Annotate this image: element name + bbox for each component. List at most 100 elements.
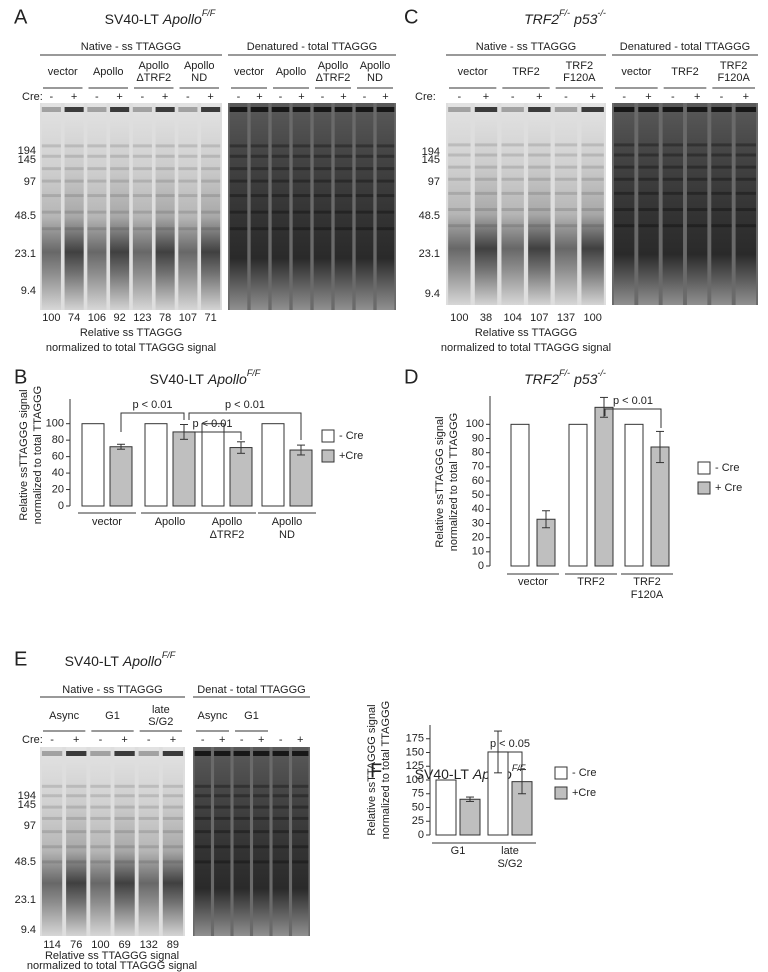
gel-band xyxy=(581,224,604,228)
gel-well xyxy=(272,751,289,756)
significance-label: p < 0.05 xyxy=(490,738,530,750)
legend-swatch xyxy=(554,766,568,780)
lane-value: 107 xyxy=(530,312,548,324)
gel-band xyxy=(233,830,250,834)
lane-group-label: G1 xyxy=(105,710,120,722)
title-text: Apollo xyxy=(207,371,247,387)
gel-band xyxy=(110,210,130,214)
gel-band xyxy=(271,227,290,231)
gel-well xyxy=(638,107,659,112)
gel-band xyxy=(272,794,289,798)
lane-value: 100 xyxy=(450,312,468,324)
gel-band xyxy=(233,816,250,820)
gel-band xyxy=(250,154,269,158)
gel-band xyxy=(292,845,309,849)
y-tick-label: 0 xyxy=(478,560,484,572)
gel-band xyxy=(229,144,248,148)
lane-group-label: Async xyxy=(49,710,79,722)
gel-well xyxy=(292,751,309,756)
gel-band xyxy=(638,153,659,157)
lane-group-label: S/G2 xyxy=(148,716,173,728)
gel-lane xyxy=(64,103,84,310)
cre-sign: + xyxy=(256,91,262,103)
gel-band xyxy=(554,224,578,228)
gel-band xyxy=(155,144,175,148)
cre-sign: - xyxy=(50,91,54,103)
gel-band xyxy=(64,167,84,171)
gel-band xyxy=(90,860,111,864)
gel-lane xyxy=(638,103,659,305)
gel-lane xyxy=(474,103,498,305)
gel-band xyxy=(132,167,152,171)
bar xyxy=(172,431,196,507)
lane-group-label: ΔTRF2 xyxy=(316,72,351,84)
cre-sign: - xyxy=(564,91,568,103)
gel-band xyxy=(90,794,111,798)
gel-header: Denatured - total TTAGGG xyxy=(620,41,750,53)
lane-group-label: vector xyxy=(234,66,264,78)
cre-sign: - xyxy=(511,91,515,103)
gel-lane xyxy=(233,747,250,936)
gel-lane xyxy=(334,103,353,310)
gel-band xyxy=(711,191,732,195)
gel-well xyxy=(155,107,175,112)
gel-header: Native - ss TTAGGG xyxy=(476,41,576,53)
bar xyxy=(229,447,253,507)
lane-group-label: TRF2 xyxy=(671,66,699,78)
gel-band xyxy=(334,227,353,231)
lane-group-label: TRF2 xyxy=(566,60,594,72)
gel-band xyxy=(272,805,289,809)
gel-band xyxy=(178,144,198,148)
y-axis-label: Relative ssTTAGGG signal xyxy=(18,389,30,520)
gel-band xyxy=(292,816,309,820)
gel-band xyxy=(233,794,250,798)
size-marker: 48.5 xyxy=(15,856,36,868)
gel-band xyxy=(201,194,221,198)
lane-value: 74 xyxy=(68,312,80,324)
gel-caption: normalized to total TTAGGG signal xyxy=(441,342,611,354)
gel-band xyxy=(178,179,198,183)
gel-band xyxy=(214,816,231,820)
gel-band xyxy=(334,154,353,158)
cre-sign: + xyxy=(694,91,700,103)
cre-sign: + xyxy=(340,91,346,103)
gel-band xyxy=(214,784,231,788)
bar xyxy=(650,446,670,567)
lane-value: 132 xyxy=(140,939,158,951)
size-marker: 9.4 xyxy=(21,285,36,297)
gel-band xyxy=(66,816,87,820)
title-text: SV40-LT xyxy=(150,371,205,387)
gel-band xyxy=(474,165,498,169)
x-tick-label: vector xyxy=(518,576,548,588)
gel-band xyxy=(114,845,135,849)
gel-band xyxy=(194,805,211,809)
gel-band xyxy=(501,165,524,169)
gel-well xyxy=(686,107,708,112)
lane-value: 71 xyxy=(205,312,217,324)
gel-band xyxy=(686,224,708,228)
gel-band xyxy=(41,784,63,788)
gel-band xyxy=(581,143,604,147)
gel-band xyxy=(41,144,61,148)
cre-sign: - xyxy=(201,734,205,746)
size-marker: 48.5 xyxy=(419,210,440,222)
cre-sign: + xyxy=(382,91,388,103)
gel-band xyxy=(201,144,221,148)
gel-band xyxy=(376,144,395,148)
gel-band xyxy=(662,177,684,181)
gel-band xyxy=(66,860,87,864)
gel-band xyxy=(613,224,635,228)
gel-well xyxy=(178,107,198,112)
gel-band xyxy=(194,784,211,788)
gel-band xyxy=(110,227,130,231)
gel-band xyxy=(162,830,184,834)
gel-band xyxy=(138,794,159,798)
gel-band xyxy=(41,167,61,171)
gel-band xyxy=(313,167,332,171)
title-superscript: F/F xyxy=(202,8,216,18)
cre-sign: + xyxy=(162,91,168,103)
gel-band xyxy=(292,144,311,148)
gel-band xyxy=(448,177,471,181)
y-tick-label: 125 xyxy=(406,760,424,772)
